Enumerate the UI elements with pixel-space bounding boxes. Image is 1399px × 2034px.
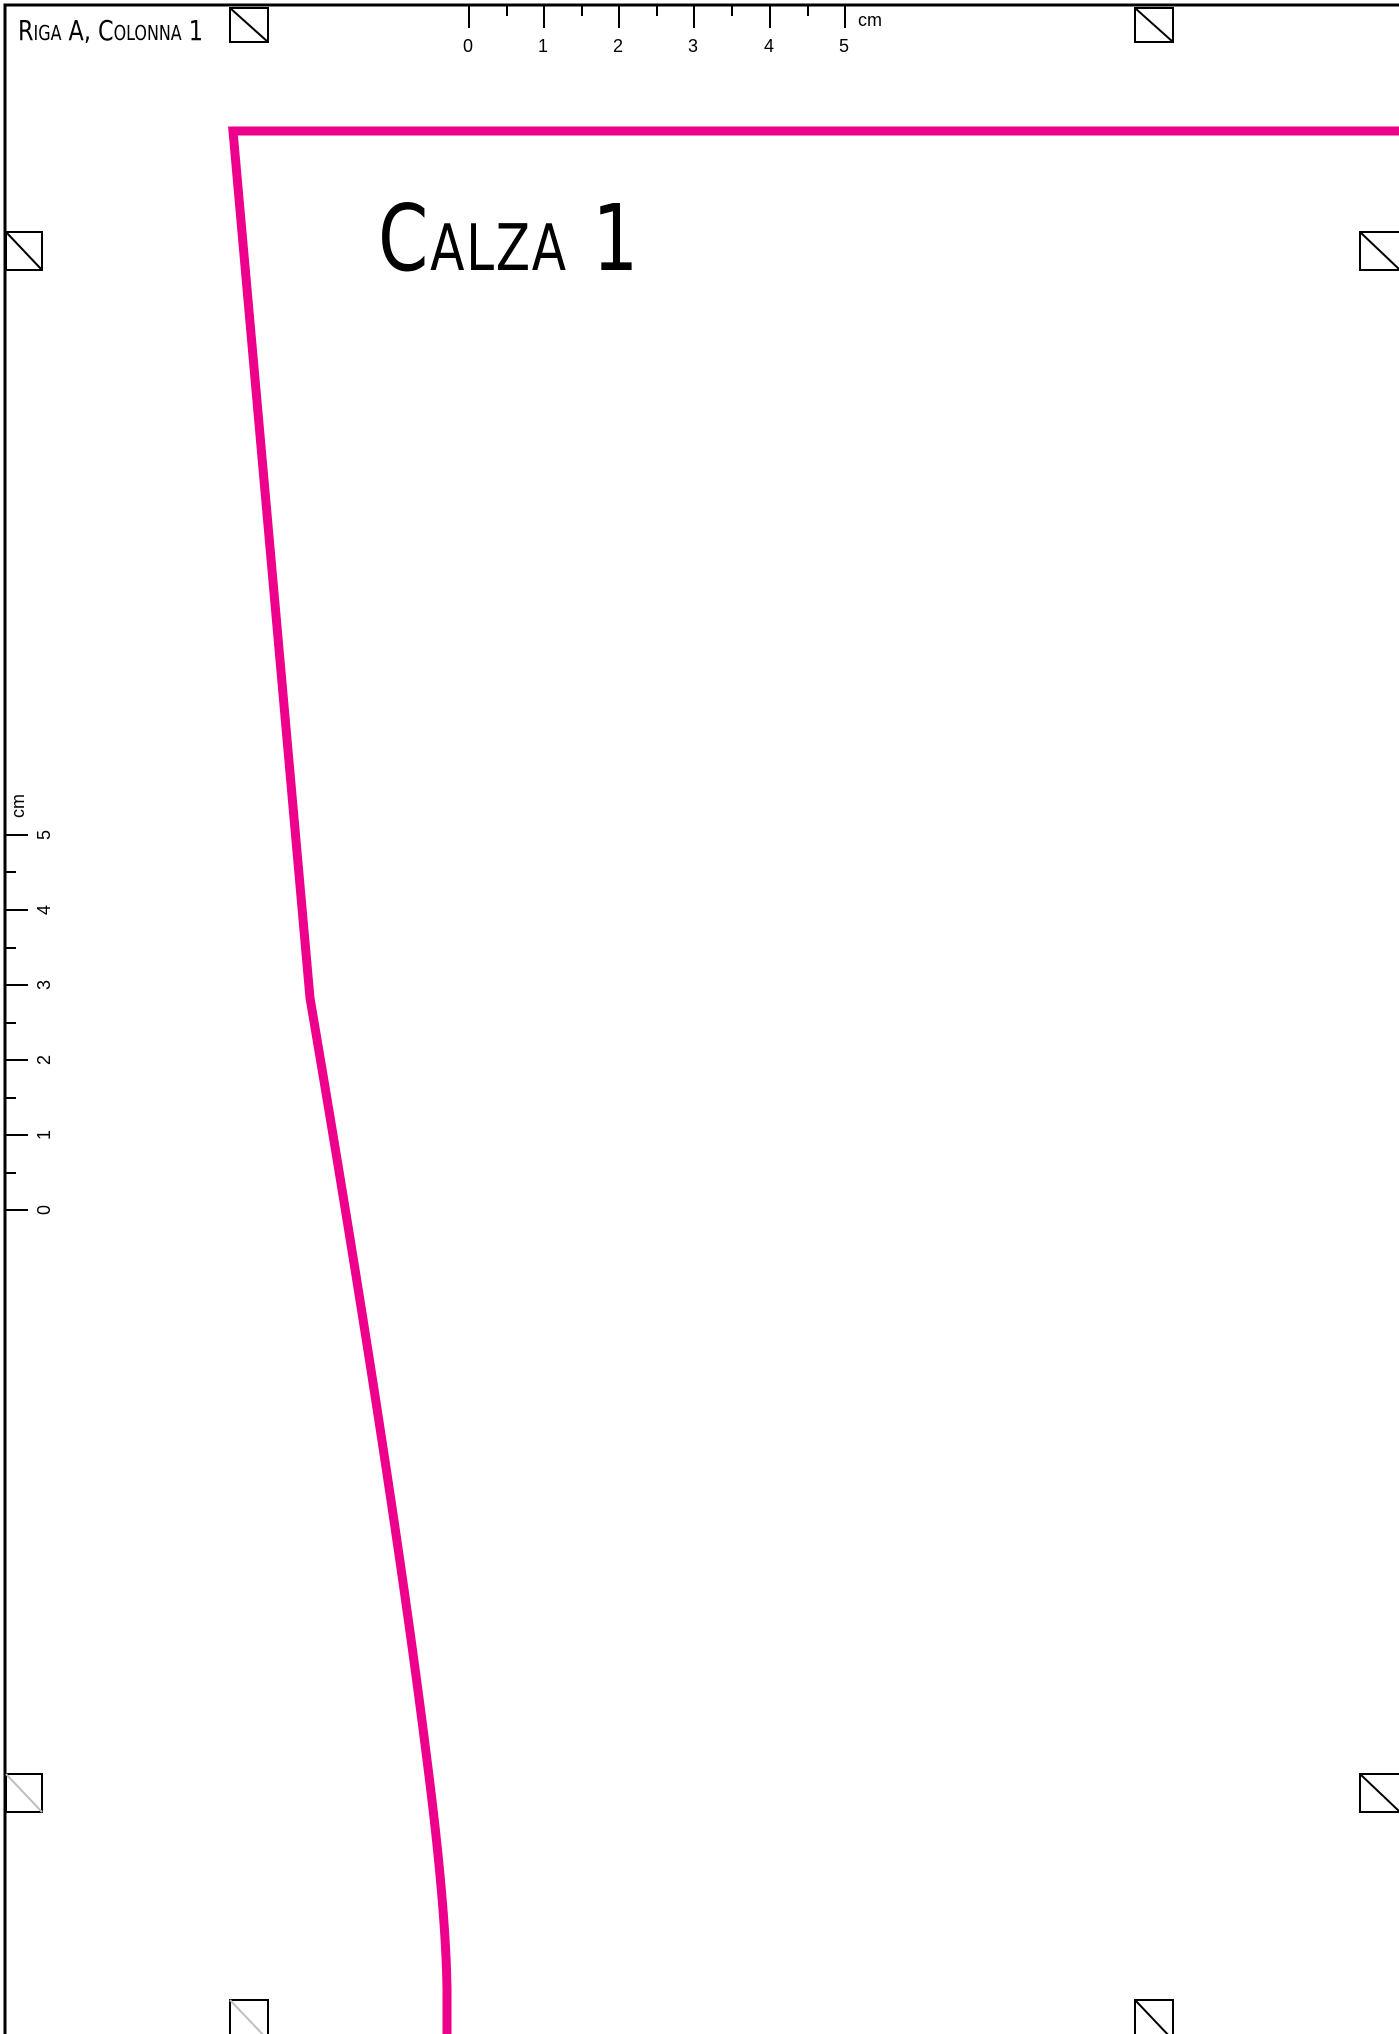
v-ruler-label-5: 5 <box>34 830 54 840</box>
h-ruler-label-4: 4 <box>764 36 774 56</box>
registration-mark-bottom-right <box>1134 1999 1174 2034</box>
sock-pattern-outline <box>228 126 1399 2034</box>
piece-title: Calza 1 <box>378 185 640 292</box>
vertical-ruler: 0 1 2 3 4 5 cm <box>6 794 54 1215</box>
registration-mark-upper-left <box>5 231 43 271</box>
registration-mark-bottom-left <box>229 1999 269 2034</box>
registration-mark-lower-right <box>1359 1773 1399 1813</box>
h-ruler-label-1: 1 <box>538 36 548 56</box>
registration-mark-lower-left <box>5 1773 43 1813</box>
h-ruler-label-3: 3 <box>688 36 698 56</box>
h-ruler-label-0: 0 <box>463 36 473 56</box>
v-ruler-label-1: 1 <box>34 1130 54 1140</box>
page-border <box>3 3 1399 2034</box>
page-label: Riga A, Colonna 1 <box>18 14 203 47</box>
v-ruler-label-3: 3 <box>34 980 54 990</box>
h-ruler-label-5: 5 <box>839 36 849 56</box>
registration-mark-top-left <box>229 7 269 43</box>
registration-mark-top-right <box>1134 7 1174 43</box>
h-ruler-unit: cm <box>858 10 882 30</box>
v-ruler-unit: cm <box>8 794 28 818</box>
horizontal-ruler: 0 1 2 3 4 5 cm <box>463 6 882 56</box>
registration-mark-upper-right <box>1359 231 1399 271</box>
v-ruler-label-0: 0 <box>34 1205 54 1215</box>
v-ruler-label-2: 2 <box>34 1055 54 1065</box>
h-ruler-label-2: 2 <box>613 36 623 56</box>
v-ruler-label-4: 4 <box>34 905 54 915</box>
